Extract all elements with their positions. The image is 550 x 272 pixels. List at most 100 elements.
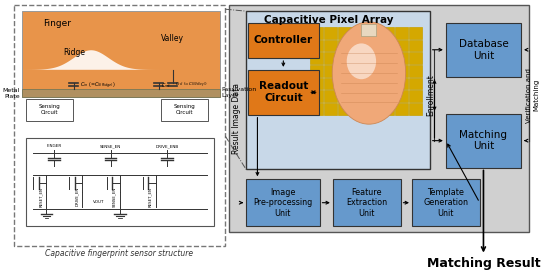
Text: Enrollment: Enrollment (426, 74, 435, 116)
Bar (409, 39, 422, 51)
Bar (367, 103, 380, 115)
Bar (338, 52, 351, 64)
Bar (409, 65, 422, 77)
Bar (324, 27, 338, 39)
Bar (409, 78, 422, 89)
Bar (248, 23, 318, 58)
Bar (338, 65, 351, 77)
Text: Metal
Plate: Metal Plate (3, 88, 20, 99)
Bar (22, 89, 220, 97)
Text: FINGER: FINGER (46, 144, 62, 148)
Bar (367, 39, 380, 51)
Bar (353, 103, 366, 115)
Text: Capacitive Pixel Array: Capacitive Pixel Array (264, 15, 393, 25)
Bar (338, 90, 351, 102)
Bar (381, 39, 394, 51)
Text: Controller: Controller (254, 35, 313, 45)
Bar (246, 11, 430, 169)
Bar (324, 90, 338, 102)
Bar (310, 78, 323, 89)
Bar (367, 78, 380, 89)
Bar (409, 103, 422, 115)
Bar (353, 90, 366, 102)
Ellipse shape (332, 22, 406, 124)
Bar (412, 179, 480, 226)
Bar (367, 27, 380, 39)
Polygon shape (22, 50, 220, 70)
Text: Readout
Circuit: Readout Circuit (258, 82, 308, 103)
Bar (381, 65, 394, 77)
Bar (310, 39, 323, 51)
Text: SENSE_EN: SENSE_EN (112, 187, 116, 207)
Text: Capacitive fingerprint sensor structure: Capacitive fingerprint sensor structure (45, 249, 193, 258)
Text: RESET_EN: RESET_EN (148, 187, 152, 207)
Text: Passivation
Layer: Passivation Layer (222, 87, 257, 98)
Bar (310, 52, 323, 64)
Text: SENSE_EN: SENSE_EN (100, 144, 121, 148)
Bar (395, 103, 408, 115)
Text: Verification and
Matching: Verification and Matching (526, 68, 539, 123)
Bar (310, 65, 323, 77)
Bar (353, 52, 366, 64)
Bar (409, 27, 422, 39)
Text: DRIVE_ENB: DRIVE_ENB (156, 144, 179, 148)
Text: $C_{ref}$: $C_{ref}$ (161, 81, 172, 90)
Bar (248, 70, 318, 115)
Bar (310, 103, 323, 115)
Bar (338, 27, 351, 39)
Text: DRIVE_EN: DRIVE_EN (75, 187, 79, 206)
Bar (395, 78, 408, 89)
Text: Finger: Finger (43, 19, 71, 28)
Bar (361, 24, 376, 36)
Text: $C_{in}$ (=$C_{S(Ridge)}$): $C_{in}$ (=$C_{S(Ridge)}$) (80, 80, 116, 91)
Bar (381, 27, 394, 39)
Bar (229, 5, 529, 232)
Bar (338, 103, 351, 115)
Bar (14, 5, 225, 246)
Bar (338, 78, 351, 89)
Text: Sensing
Circuit: Sensing Circuit (39, 104, 60, 115)
Text: Ridge: Ridge (63, 48, 85, 57)
Text: Template
Generation
Unit: Template Generation Unit (424, 188, 468, 218)
Bar (324, 52, 338, 64)
Bar (446, 114, 521, 168)
Bar (353, 78, 366, 89)
Text: Valley: Valley (161, 34, 184, 43)
Bar (246, 179, 320, 226)
Text: Sensing
Circuit: Sensing Circuit (174, 104, 196, 115)
Bar (26, 138, 214, 226)
Bar (22, 11, 220, 97)
Bar (446, 23, 521, 77)
Bar (338, 39, 351, 51)
Ellipse shape (346, 44, 376, 79)
Bar (367, 52, 380, 64)
Text: Image
Pre-processing
Unit: Image Pre-processing Unit (253, 188, 312, 218)
Bar (161, 99, 208, 120)
Text: Matching Result: Matching Result (427, 257, 540, 270)
Bar (353, 27, 366, 39)
Bar (381, 52, 394, 64)
Text: Feature
Extraction
Unit: Feature Extraction Unit (346, 188, 387, 218)
Text: Result Image Data: Result Image Data (232, 83, 241, 154)
Bar (324, 103, 338, 115)
Bar (381, 103, 394, 115)
Text: RESET_EN: RESET_EN (39, 187, 43, 207)
Bar (353, 65, 366, 77)
Bar (395, 39, 408, 51)
Bar (324, 39, 338, 51)
Bar (381, 78, 394, 89)
Bar (367, 90, 380, 102)
Bar (395, 52, 408, 64)
Bar (324, 65, 338, 77)
Bar (395, 65, 408, 77)
Text: Matching
Unit: Matching Unit (459, 130, 508, 152)
Bar (324, 78, 338, 89)
Bar (333, 179, 400, 226)
Bar (395, 27, 408, 39)
Bar (395, 90, 408, 102)
Bar (310, 90, 323, 102)
Bar (310, 27, 323, 39)
Bar (381, 90, 394, 102)
Text: VOUT: VOUT (94, 200, 105, 204)
Bar (367, 65, 380, 77)
